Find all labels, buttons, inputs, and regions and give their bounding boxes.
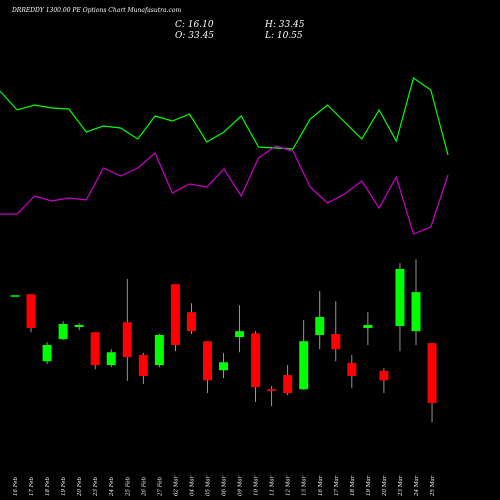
x-tick-label: 06 Mar <box>222 475 228 496</box>
x-tick-label: 20 Mar <box>382 475 388 497</box>
x-tick-label: 25 Mar <box>430 475 436 497</box>
candle-body <box>251 333 261 388</box>
candle-body <box>379 370 389 381</box>
candle-body <box>411 292 421 332</box>
candle-body <box>347 362 357 377</box>
candle-body <box>122 322 132 358</box>
x-tick-label: 16 Feb <box>13 476 19 496</box>
x-tick-label: 11 Mar <box>270 475 276 496</box>
candle-body <box>10 295 20 297</box>
line-series <box>0 77 449 156</box>
x-tick-label: 25 Feb <box>125 476 131 497</box>
candle-body <box>154 334 164 366</box>
candle-body <box>138 355 148 377</box>
candle-body <box>42 345 52 362</box>
candle-body <box>170 284 180 346</box>
x-tick-label: 13 Mar <box>302 475 308 496</box>
x-tick-label: 18 Feb <box>45 476 51 496</box>
x-tick-label: 05 Mar <box>205 475 211 496</box>
candle-body <box>331 333 341 350</box>
x-tick-label: 18 Mar <box>350 475 356 496</box>
x-tick-label: 17 Feb <box>29 476 35 496</box>
line-series <box>0 145 449 235</box>
ohlc-high: H: 33.45 <box>264 20 305 30</box>
x-tick-label: 16 Mar <box>318 475 324 496</box>
x-tick-label: 24 Mar <box>414 475 420 497</box>
x-tick-label: 24 Feb <box>109 476 115 497</box>
candle-body <box>26 294 36 329</box>
candle-body <box>395 269 405 327</box>
x-tick-label: 27 Feb <box>157 476 163 497</box>
x-tick-label: 19 Mar <box>366 475 372 496</box>
x-tick-label: 10 Mar <box>254 475 260 496</box>
candle-body <box>74 324 84 328</box>
candle-body <box>427 343 437 404</box>
x-tick-label: 23 Mar <box>398 475 404 497</box>
x-tick-label: 26 Feb <box>141 476 147 497</box>
candle-body <box>106 352 116 366</box>
candle-body <box>299 341 309 390</box>
x-tick-label: 12 Mar <box>286 475 292 496</box>
x-tick-label: 17 Mar <box>334 475 340 496</box>
candle-body <box>58 323 68 340</box>
candle-body <box>186 312 196 332</box>
candle-body <box>267 389 277 391</box>
candle-body <box>202 341 212 381</box>
x-tick-label: 04 Mar <box>189 475 195 496</box>
ohlc-low: L: 10.55 <box>264 31 303 41</box>
x-tick-label: 23 Feb <box>93 476 99 497</box>
ohlc-open: O: 33.45 <box>175 31 214 41</box>
x-tick-label: 19 Feb <box>61 476 67 496</box>
candle-body <box>90 332 100 366</box>
candle-body <box>219 362 229 371</box>
x-tick-label: 20 Feb <box>77 476 83 497</box>
x-tick-label: 09 Mar <box>238 475 244 496</box>
candle-body <box>315 317 325 335</box>
ohlc-close: C: 16.10 <box>175 20 214 30</box>
candle-body <box>235 331 245 338</box>
candle-body <box>363 324 373 329</box>
candle-body <box>283 375 293 394</box>
x-tick-label: 02 Mar <box>173 475 179 496</box>
chart-title: DRREDDY 1300.00 PE Options Chart Munafas… <box>11 7 181 14</box>
